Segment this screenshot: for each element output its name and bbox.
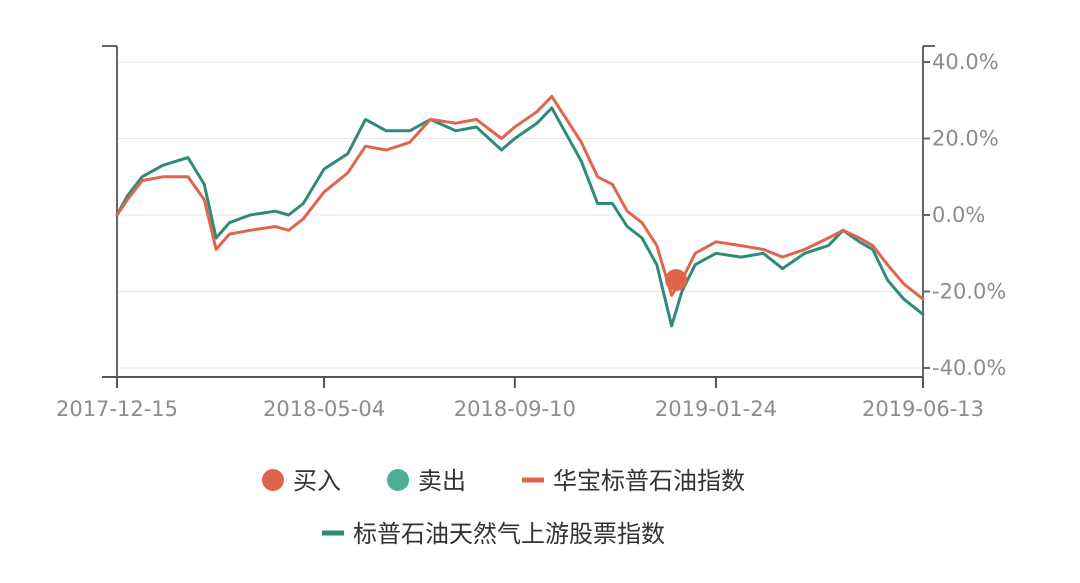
legend-label: 标普石油天然气上游股票指数 [353,520,665,548]
series-layer [115,94,925,328]
marker-layer [665,269,688,292]
y-tick-label: 40.0% [932,50,999,74]
x-tick-label: 2018-05-04 [263,397,385,421]
legend-label: 华宝标普石油指数 [553,467,745,495]
grid-layer [117,61,923,369]
x-tick-label: 2019-06-13 [862,397,984,421]
legend-label: 买入 [293,467,341,495]
x-tick-label: 2017-12-15 [56,397,178,421]
legend-label: 卖出 [418,467,466,495]
y-tick-label: 0.0% [932,203,985,227]
legend-symbol-circle [387,469,409,491]
y-tick-label: -40.0% [932,356,1006,380]
x-tick-label: 2019-01-24 [655,397,777,421]
series-line [115,94,925,301]
y-tick-label: 20.0% [932,127,999,151]
axis-layer: 40.0% 20.0% 0.0% -20.0% -40.0% 2017-12-15 2018… [56,45,1006,421]
buy-marker [665,269,688,292]
legend-symbol-circle [262,469,284,491]
x-tick-label: 2018-09-10 [454,397,576,421]
y-tick-label: -20.0% [932,280,1006,304]
series-line [115,106,925,328]
